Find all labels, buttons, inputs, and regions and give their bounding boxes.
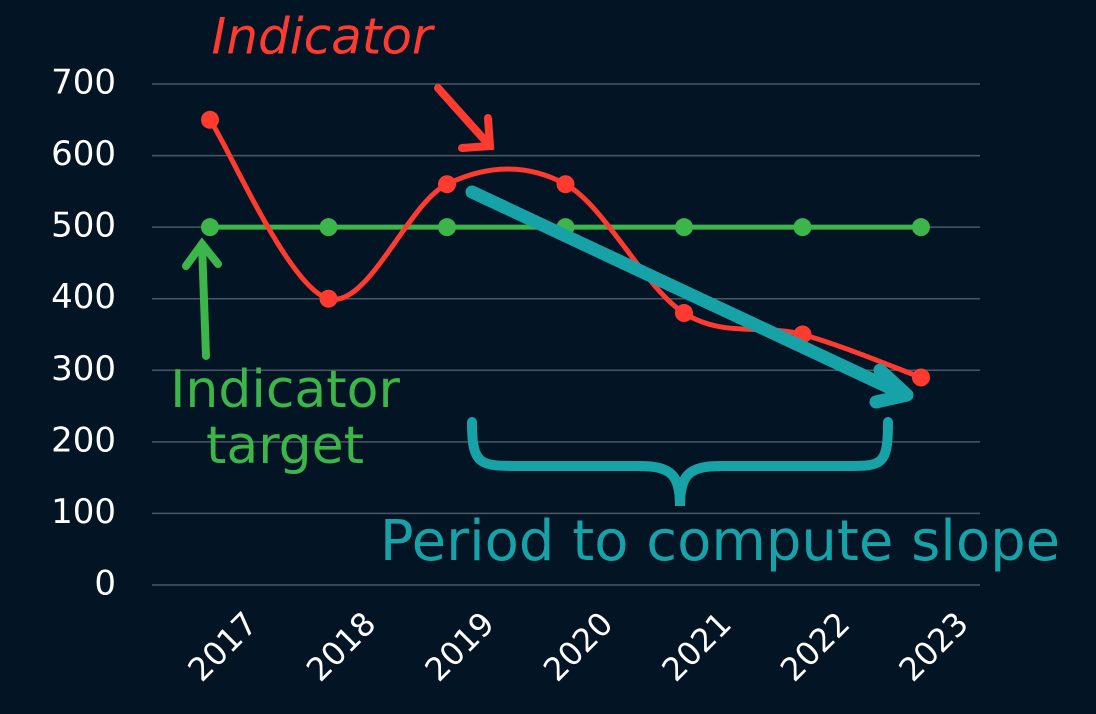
x-tick-label: 2018 bbox=[299, 604, 383, 688]
x-tick-label: 2019 bbox=[417, 604, 501, 688]
y-tick-label: 200 bbox=[51, 420, 116, 460]
x-tick-label: 2020 bbox=[536, 604, 620, 688]
x-tick-label: 2017 bbox=[180, 604, 264, 688]
data-point bbox=[793, 218, 812, 237]
data-point bbox=[675, 304, 693, 323]
data-point bbox=[201, 218, 219, 237]
data-point bbox=[438, 218, 456, 237]
data-point bbox=[438, 175, 456, 194]
data-point bbox=[319, 289, 338, 308]
x-tick-label: 2022 bbox=[773, 604, 857, 688]
slope-arrow bbox=[465, 185, 914, 409]
x-tick-label: 2021 bbox=[654, 604, 738, 688]
target-label: Indicator target bbox=[170, 360, 400, 476]
series-layer bbox=[201, 110, 930, 387]
y-tick-label: 700 bbox=[51, 63, 116, 103]
y-tick-label: 600 bbox=[51, 134, 116, 174]
y-tick-label: 0 bbox=[94, 564, 116, 604]
indicator-arrow bbox=[434, 84, 495, 152]
indicator-label: Indicator bbox=[212, 8, 436, 66]
y-tick-label: 300 bbox=[51, 349, 116, 389]
data-point bbox=[319, 218, 338, 237]
data-point bbox=[556, 175, 575, 194]
data-point bbox=[675, 218, 693, 237]
y-tick-label: 100 bbox=[51, 492, 116, 532]
data-point bbox=[201, 110, 219, 129]
x-tick-label: 2023 bbox=[891, 604, 975, 688]
period-brace bbox=[467, 417, 893, 507]
series-line bbox=[207, 118, 922, 380]
y-tick-label: 400 bbox=[51, 277, 116, 317]
data-point bbox=[912, 368, 930, 387]
data-point bbox=[912, 218, 930, 237]
slope-label: Period to compute slope bbox=[380, 509, 1060, 574]
y-tick-label: 500 bbox=[51, 206, 116, 246]
target-arrow bbox=[182, 237, 222, 360]
